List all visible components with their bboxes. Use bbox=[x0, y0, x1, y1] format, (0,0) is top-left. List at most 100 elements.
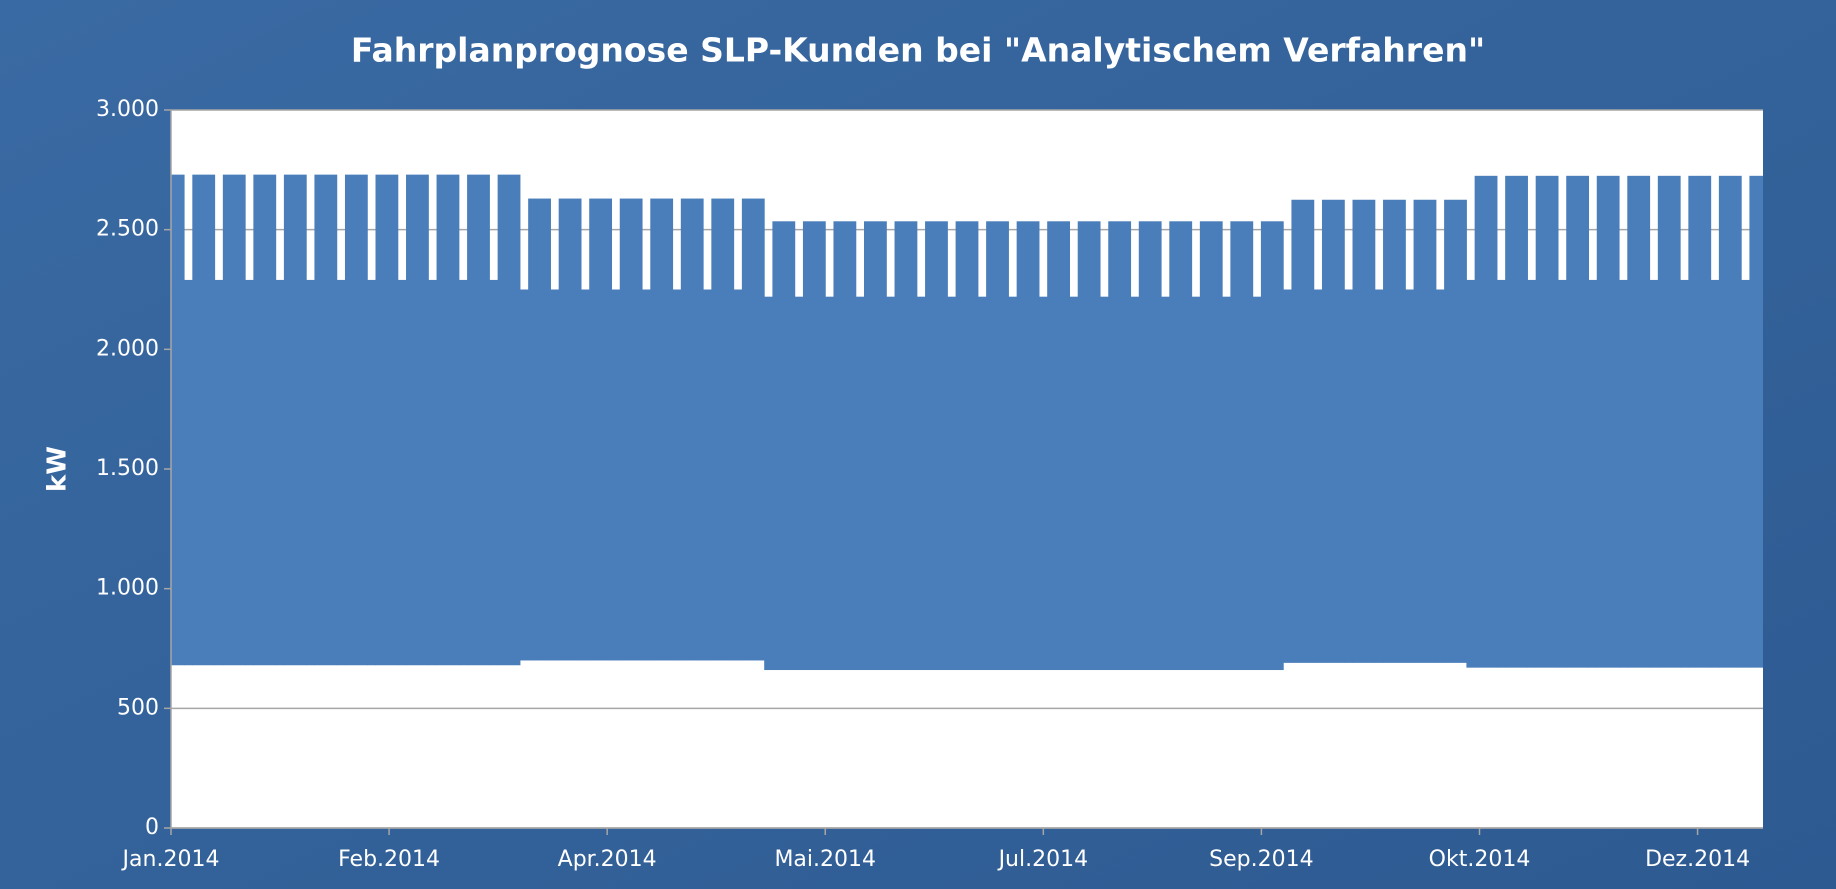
weekday-band bbox=[1566, 175, 1590, 668]
weekday-band bbox=[1169, 221, 1193, 671]
weekday-band bbox=[375, 174, 399, 666]
weekend-band bbox=[733, 289, 743, 661]
weekend-band bbox=[428, 279, 438, 666]
weekday-band bbox=[171, 174, 185, 666]
weekend-band bbox=[489, 279, 499, 666]
weekday-band bbox=[436, 174, 460, 666]
weekday-band bbox=[1413, 199, 1437, 663]
weekend-band bbox=[855, 296, 865, 671]
weekend-band bbox=[1741, 279, 1750, 668]
y-axis-label: kW bbox=[43, 446, 73, 492]
weekday-band bbox=[925, 221, 948, 671]
weekend-band bbox=[245, 279, 254, 666]
weekend-band bbox=[580, 289, 590, 661]
x-tick-label: Jan.2014 bbox=[121, 847, 220, 872]
weekend-band bbox=[1283, 289, 1292, 663]
weekend-band bbox=[1466, 279, 1476, 668]
y-tick-label: 0 bbox=[145, 815, 159, 840]
weekend-band bbox=[886, 296, 896, 671]
weekend-band bbox=[1038, 296, 1048, 671]
weekday-band bbox=[528, 198, 551, 661]
y-tick-label: 1.000 bbox=[96, 576, 159, 601]
weekend-band bbox=[916, 296, 926, 671]
y-tick-label: 3.000 bbox=[96, 97, 159, 122]
weekday-band bbox=[1474, 175, 1498, 668]
weekday-band bbox=[1199, 221, 1223, 671]
series bbox=[171, 174, 1763, 671]
weekday-band bbox=[314, 174, 338, 666]
weekday-band bbox=[955, 221, 979, 671]
weekend-band bbox=[611, 289, 621, 661]
weekday-band bbox=[1383, 199, 1406, 663]
weekday-band bbox=[1596, 175, 1620, 668]
weekend-band bbox=[397, 279, 407, 666]
weekend-band bbox=[1222, 296, 1231, 671]
weekday-band bbox=[1749, 175, 1763, 668]
weekday-band bbox=[1260, 221, 1284, 671]
weekday-band bbox=[589, 198, 613, 661]
weekend-band bbox=[1558, 279, 1567, 668]
weekend-band bbox=[947, 296, 957, 671]
weekday-band bbox=[1352, 199, 1376, 663]
weekday-band bbox=[619, 198, 643, 661]
weekend-band bbox=[977, 296, 987, 671]
weekend-band bbox=[1191, 296, 1201, 671]
y-tick-label: 2.500 bbox=[96, 217, 159, 242]
weekend-band bbox=[1588, 279, 1598, 668]
weekend-band bbox=[1161, 296, 1170, 671]
weekend-band bbox=[336, 279, 346, 666]
y-tick-label: 2.000 bbox=[96, 336, 159, 361]
weekend-band bbox=[1710, 279, 1720, 668]
x-tick-label: Sep.2014 bbox=[1209, 847, 1313, 872]
weekend-band bbox=[1130, 296, 1140, 671]
weekday-band bbox=[1047, 221, 1070, 671]
weekday-band bbox=[1016, 221, 1040, 671]
weekday-band bbox=[986, 221, 1009, 671]
weekday-band bbox=[283, 174, 307, 666]
weekday-band bbox=[1291, 199, 1315, 663]
x-tick-label: Apr.2014 bbox=[558, 847, 657, 872]
weekday-band bbox=[1077, 221, 1101, 671]
weekend-band bbox=[642, 289, 651, 661]
weekday-band bbox=[1718, 175, 1742, 668]
weekend-band bbox=[1008, 296, 1018, 671]
weekend-band bbox=[1100, 296, 1109, 671]
weekend-band bbox=[184, 279, 193, 666]
weekend-band bbox=[1344, 289, 1354, 663]
x-tick-label: Mai.2014 bbox=[774, 847, 876, 872]
weekday-band bbox=[711, 198, 735, 661]
weekend-band bbox=[1680, 279, 1689, 668]
weekday-band bbox=[253, 174, 277, 666]
chart-title: Fahrplanprognose SLP-Kunden bei "Analyti… bbox=[351, 31, 1485, 70]
weekend-band bbox=[1435, 289, 1445, 663]
weekend-band bbox=[703, 289, 712, 661]
weekday-band bbox=[406, 174, 429, 666]
weekday-band bbox=[650, 198, 674, 661]
weekday-band bbox=[1688, 175, 1712, 668]
weekend-band bbox=[1405, 289, 1415, 663]
weekend-band bbox=[1527, 279, 1537, 668]
weekday-band bbox=[802, 221, 826, 671]
weekday-band bbox=[1444, 199, 1467, 663]
weekend-band bbox=[306, 279, 315, 666]
weekday-band bbox=[1505, 175, 1528, 668]
weekday-band bbox=[192, 174, 216, 666]
weekend-band bbox=[1649, 279, 1659, 668]
weekend-band bbox=[1374, 289, 1384, 663]
weekday-band bbox=[833, 221, 857, 671]
weekday-band bbox=[1657, 175, 1681, 668]
weekday-band bbox=[1535, 175, 1559, 668]
weekday-band bbox=[894, 221, 918, 671]
weekend-band bbox=[214, 279, 224, 666]
weekend-band bbox=[367, 279, 376, 666]
weekend-band bbox=[1313, 289, 1323, 663]
weekday-band bbox=[467, 174, 490, 666]
weekday-band bbox=[1108, 221, 1132, 671]
axes: 0 500 1.000 1.500 2.000 2.500 3.000 Jan.2014 Feb… bbox=[96, 97, 1763, 872]
weekend-band bbox=[275, 279, 285, 666]
weekend-band bbox=[1619, 279, 1628, 668]
weekend-band bbox=[519, 289, 529, 661]
weekday-band bbox=[741, 198, 765, 661]
weekend-band bbox=[764, 296, 773, 671]
